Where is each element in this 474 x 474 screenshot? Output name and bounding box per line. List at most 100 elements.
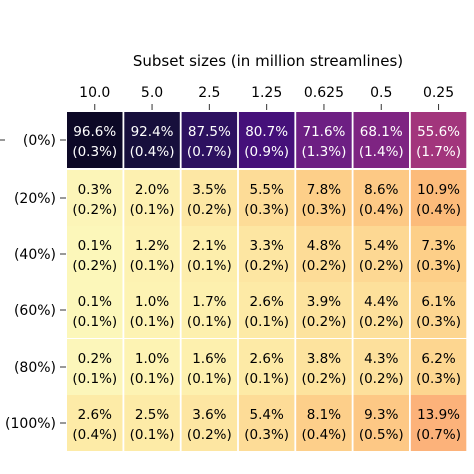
heatmap-cell xyxy=(296,226,352,282)
cell-value-label: 2.0% xyxy=(135,182,169,198)
cell-value-label: 55.6% xyxy=(417,124,460,140)
cell-value-label: 0.3% xyxy=(78,182,112,198)
heatmap-cell xyxy=(353,226,409,282)
cell-std-label: (0.1%) xyxy=(187,314,232,330)
cell-std-label: (0.3%) xyxy=(416,258,461,274)
y-tick-label: (100%) xyxy=(5,416,56,432)
cell-value-label: 6.1% xyxy=(421,294,455,310)
x-tick-label: 5.0 xyxy=(141,85,163,101)
x-tick-label: 10.0 xyxy=(79,85,110,101)
cell-value-label: 0.1% xyxy=(78,238,112,254)
cell-std-label: (0.2%) xyxy=(244,258,289,274)
cell-std-label: (0.1%) xyxy=(130,314,175,330)
cell-value-label: 9.3% xyxy=(364,407,398,423)
cell-value-label: 13.9% xyxy=(417,407,460,423)
heatmap-cell xyxy=(410,170,467,226)
cell-std-label: (0.9%) xyxy=(244,144,289,160)
cell-value-label: 2.6% xyxy=(78,407,112,423)
y-tick-label: (60%) xyxy=(14,303,56,319)
heatmap-cell xyxy=(238,112,295,168)
heatmap-cell xyxy=(238,339,295,395)
x-tick-labels: 10.0 5.0 2.5 1.25 0.625 0.5 0.25 xyxy=(79,85,454,110)
cell-value-label: 2.6% xyxy=(249,294,283,310)
cell-std-label: (0.1%) xyxy=(130,427,175,443)
cell-std-label: (0.7%) xyxy=(416,427,461,443)
cell-value-label: 1.7% xyxy=(192,294,226,310)
heatmap-cell xyxy=(181,395,238,451)
cell-std-label: (0.4%) xyxy=(130,144,175,160)
y-tick-label: (80%) xyxy=(14,360,56,376)
cell-value-label: 4.3% xyxy=(364,351,398,367)
heatmap-cell xyxy=(181,170,238,226)
cell-std-label: (0.2%) xyxy=(359,314,404,330)
heatmap-cell xyxy=(296,170,352,226)
heatmap-cell xyxy=(410,339,467,395)
cell-std-label: (0.2%) xyxy=(72,202,117,218)
heatmap-cell xyxy=(181,339,238,395)
cell-std-label: (0.2%) xyxy=(187,427,232,443)
cell-std-label: (0.1%) xyxy=(130,258,175,274)
cell-value-label: 87.5% xyxy=(188,124,231,140)
cell-value-label: 68.1% xyxy=(360,124,403,140)
cell-value-label: 1.2% xyxy=(135,238,169,254)
heatmap-cell xyxy=(67,226,123,282)
heatmap-cell xyxy=(124,226,180,282)
cell-value-label: 2.1% xyxy=(192,238,226,254)
heatmap-cell xyxy=(410,395,467,451)
x-tick-label: 2.5 xyxy=(198,85,220,101)
cell-value-label: 5.4% xyxy=(249,407,283,423)
cell-value-label: 3.6% xyxy=(192,407,226,423)
heatmap-cell xyxy=(353,112,409,168)
cell-std-label: (0.3%) xyxy=(416,314,461,330)
cell-value-label: 7.3% xyxy=(421,238,455,254)
y-tick-labels: (0%) (20%) (40%) (60%) (80%) (100%) xyxy=(5,133,66,432)
cell-std-label: (0.4%) xyxy=(72,427,117,443)
cell-value-label: 3.8% xyxy=(307,351,341,367)
cell-std-label: (0.1%) xyxy=(244,371,289,387)
cell-std-label: (0.1%) xyxy=(130,202,175,218)
heatmap-cell xyxy=(67,170,123,226)
cell-value-label: 6.2% xyxy=(421,351,455,367)
heatmap-cell xyxy=(410,282,467,338)
cell-value-label: 1.6% xyxy=(192,351,226,367)
cell-std-label: (1.7%) xyxy=(416,144,461,160)
heatmap-cell xyxy=(181,112,238,168)
cell-value-label: 2.6% xyxy=(249,351,283,367)
cell-value-label: 7.8% xyxy=(307,182,341,198)
cell-std-label: (0.3%) xyxy=(72,144,117,160)
y-tick-label: (40%) xyxy=(14,247,56,263)
x-tick-label: 0.5 xyxy=(370,85,392,101)
cell-value-label: 4.4% xyxy=(364,294,398,310)
heatmap-cell xyxy=(296,339,352,395)
cell-value-label: 2.5% xyxy=(135,407,169,423)
heatmap-cells: 96.6% (0.3%) 92.4% (0.4%) 87.5% (0.7%) 80.7% (0… xyxy=(67,112,467,451)
cell-std-label: (0.2%) xyxy=(359,371,404,387)
heatmap-cell xyxy=(238,282,295,338)
heatmap-cell xyxy=(353,282,409,338)
cell-std-label: (0.1%) xyxy=(72,314,117,330)
cell-value-label: 1.0% xyxy=(135,294,169,310)
cell-value-label: 0.2% xyxy=(78,351,112,367)
heatmap-cell xyxy=(296,112,352,168)
cell-value-label: 1.0% xyxy=(135,351,169,367)
heatmap-cell xyxy=(67,395,123,451)
cell-value-label: 3.5% xyxy=(192,182,226,198)
heatmap-cell xyxy=(181,226,238,282)
y-tick-label: (20%) xyxy=(14,191,56,207)
cell-std-label: (0.2%) xyxy=(187,202,232,218)
cell-std-label: (0.1%) xyxy=(244,314,289,330)
cell-std-label: (0.3%) xyxy=(302,202,347,218)
cell-std-label: (0.2%) xyxy=(302,258,347,274)
heatmap-cell xyxy=(238,226,295,282)
heatmap-cell xyxy=(67,282,123,338)
cell-std-label: (0.1%) xyxy=(72,371,117,387)
cell-std-label: (0.1%) xyxy=(187,371,232,387)
cell-std-label: (0.3%) xyxy=(416,371,461,387)
cell-value-label: 3.3% xyxy=(249,238,283,254)
cell-std-label: (0.2%) xyxy=(72,258,117,274)
cell-std-label: (0.4%) xyxy=(416,202,461,218)
heatmap-cell xyxy=(238,170,295,226)
cell-value-label: 8.6% xyxy=(364,182,398,198)
cell-value-label: 92.4% xyxy=(131,124,174,140)
heatmap-cell xyxy=(410,112,467,168)
